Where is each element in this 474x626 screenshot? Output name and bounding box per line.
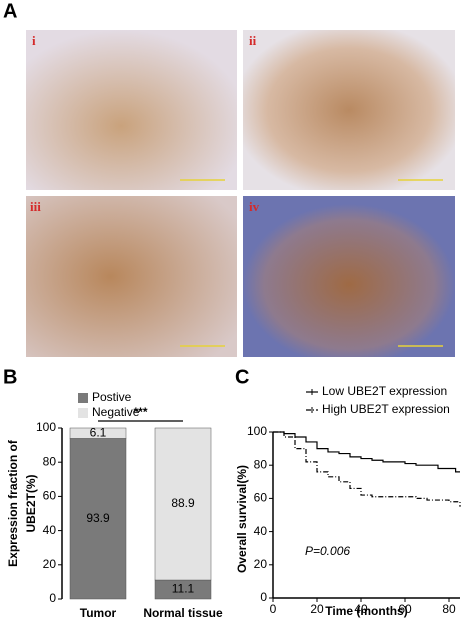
y-axis-label: UBE2T(%) <box>24 474 38 532</box>
legend-label: Negative <box>92 405 140 419</box>
micrograph <box>26 30 237 190</box>
significance-label: *** <box>133 405 147 419</box>
y-axis-label: Overall survival(%) <box>235 465 249 573</box>
x-axis-label: Time (months) <box>325 604 407 618</box>
value-label: 88.9 <box>171 496 195 510</box>
y-tick-label: 80 <box>43 454 57 468</box>
panel-label: A <box>3 0 17 22</box>
value-label: 6.1 <box>90 425 107 439</box>
bar-segment <box>154 427 212 581</box>
legend-label: High UBE2T expression <box>322 402 450 416</box>
image-label: iv <box>249 199 260 214</box>
micrograph <box>243 196 455 357</box>
bar-segment <box>69 438 127 600</box>
micrograph <box>26 196 237 357</box>
y-tick-label: 100 <box>247 424 267 438</box>
x-tick-label: Tumor <box>80 606 117 620</box>
micrographs: i ii iii iv <box>26 30 455 357</box>
legend-swatch <box>78 408 88 418</box>
x-tick-label: 40 <box>354 602 368 616</box>
survival-curve <box>273 431 461 507</box>
y-tick-label: 100 <box>36 420 56 434</box>
image-label: iii <box>30 199 41 214</box>
y-tick-label: 40 <box>43 523 57 537</box>
value-label: 93.9 <box>86 511 110 525</box>
panel-label: B <box>3 366 17 388</box>
image-label: i <box>32 33 36 48</box>
y-tick-label: 60 <box>43 489 57 503</box>
bar-segment <box>69 427 127 439</box>
value-label: 11.1 <box>172 582 195 596</box>
x-tick-label: 20 <box>310 602 324 616</box>
x-tick-label: 0 <box>270 602 277 616</box>
x-tick-label: 80 <box>442 602 456 616</box>
y-tick-label: 20 <box>254 557 268 571</box>
image-label: ii <box>249 33 257 48</box>
y-tick-label: 40 <box>254 524 268 538</box>
legend-label: Low UBE2T expression <box>322 384 447 398</box>
micrograph <box>243 30 455 190</box>
legend-swatch <box>78 393 88 403</box>
y-tick-label: 0 <box>260 590 267 604</box>
y-axis-label: Expression fraction of <box>6 439 20 567</box>
y-tick-label: 80 <box>254 457 268 471</box>
panel-label: C <box>235 366 249 388</box>
x-tick-label: 60 <box>398 602 412 616</box>
x-tick-label: Normal tissue <box>143 606 223 620</box>
p-value: P=0.006 <box>305 544 350 558</box>
y-tick-label: 20 <box>43 557 57 571</box>
survival-curve <box>273 431 460 473</box>
y-tick-label: 0 <box>49 591 56 605</box>
y-tick-label: 60 <box>254 491 268 505</box>
legend-label: Postive <box>92 390 132 404</box>
